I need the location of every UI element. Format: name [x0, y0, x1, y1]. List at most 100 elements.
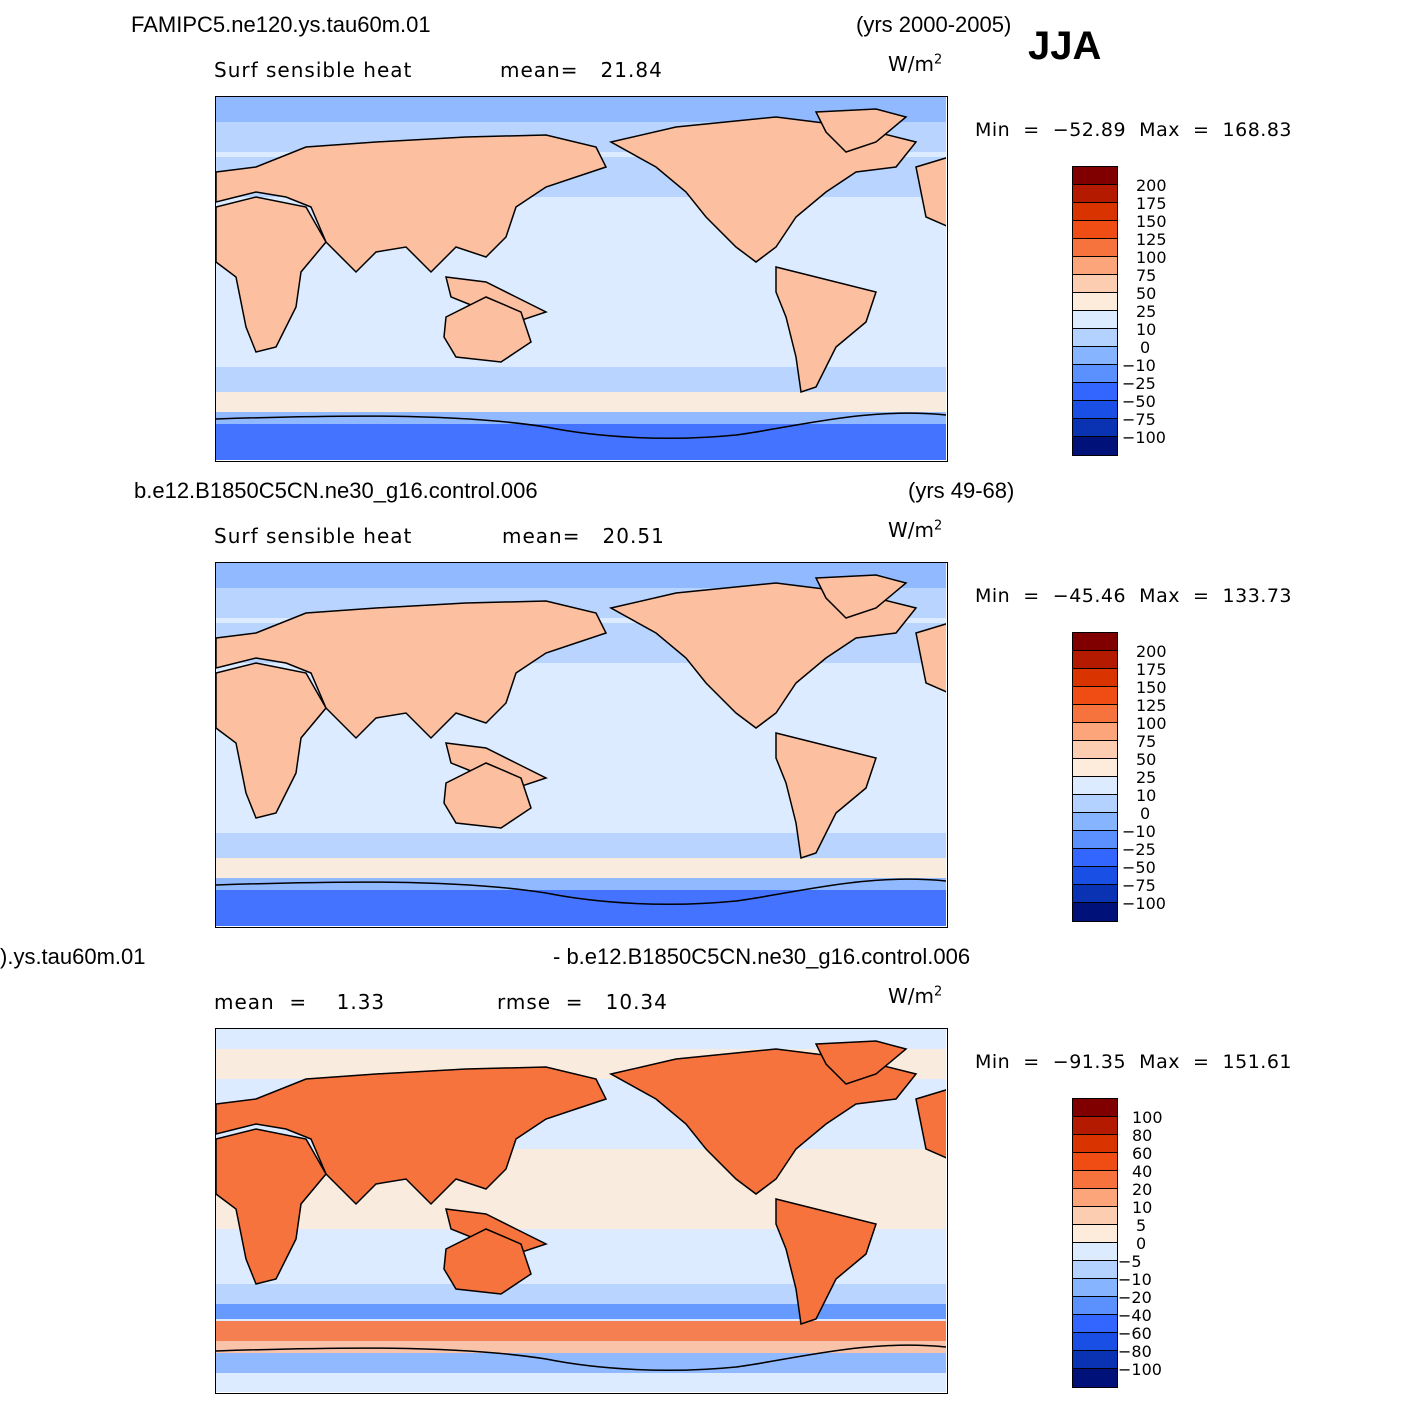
colorbar-tick-label: −50	[1122, 858, 1156, 877]
continent	[445, 1208, 548, 1255]
colorbar-swatch	[1073, 1351, 1117, 1369]
colorbar-tick-label: −75	[1122, 410, 1156, 429]
colorbar-tick-label: 25	[1136, 768, 1157, 787]
colorbar-tick-label: 80	[1132, 1126, 1153, 1145]
colorbar-tick-label: 100	[1136, 248, 1167, 267]
colorbar-swatch	[1073, 293, 1117, 311]
panel3-map	[215, 1028, 948, 1394]
continent	[216, 662, 327, 819]
panel2-colorbar	[1072, 632, 1118, 922]
panel2-variable-label: Surf sensible heat	[214, 524, 413, 548]
colorbar-swatch	[1073, 1333, 1117, 1351]
colorbar-tick-label: 150	[1136, 212, 1167, 231]
continent	[775, 266, 877, 393]
colorbar-swatch	[1073, 669, 1117, 687]
colorbar-swatch	[1073, 401, 1117, 419]
continent	[216, 134, 608, 274]
colorbar-swatch	[1073, 329, 1117, 347]
panel2-title-left: b.e12.B1850C5CN.ne30_g16.control.006	[134, 478, 538, 503]
colorbar-tick-label: 20	[1132, 1180, 1153, 1199]
colorbar-swatch	[1073, 365, 1117, 383]
colorbar-swatch	[1073, 741, 1117, 759]
colorbar-swatch	[1073, 221, 1117, 239]
colorbar-tick-label: −20	[1118, 1288, 1152, 1307]
colorbar-swatch	[1073, 831, 1117, 849]
colorbar-tick-label: −100	[1118, 1360, 1162, 1379]
colorbar-swatch	[1073, 1369, 1117, 1387]
continent	[814, 108, 908, 153]
colorbar-swatch	[1073, 651, 1117, 669]
panel2-title-right: (yrs 49-68)	[908, 478, 1015, 503]
colorbar-swatch	[1073, 813, 1117, 831]
continent	[608, 582, 918, 729]
colorbar-swatch	[1073, 1315, 1117, 1333]
colorbar-tick-label: −25	[1122, 840, 1156, 859]
colorbar-tick-label: 75	[1136, 266, 1157, 285]
continent	[216, 196, 327, 353]
colorbar-swatch	[1073, 1099, 1117, 1117]
colorbar-tick-label: 125	[1136, 696, 1167, 715]
colorbar-tick-label: 75	[1136, 732, 1157, 751]
continent	[775, 1198, 877, 1325]
panel1-map	[215, 96, 948, 462]
colorbar-tick-label: −40	[1118, 1306, 1152, 1325]
colorbar-swatch	[1073, 383, 1117, 401]
continent	[915, 623, 946, 693]
colorbar-swatch	[1073, 705, 1117, 723]
colorbar-tick-label: 0	[1140, 338, 1151, 357]
panel2-mean-label: mean= 20.51	[502, 524, 665, 548]
map-canvas	[216, 97, 946, 460]
map-canvas	[216, 563, 946, 926]
colorbar-tick-label: −5	[1118, 1252, 1142, 1271]
colorbar-tick-label: −50	[1122, 392, 1156, 411]
colorbar-swatch	[1073, 1225, 1117, 1243]
panel1-units: W/m2	[888, 52, 943, 76]
colorbar-swatch	[1073, 777, 1117, 795]
colorbar-swatch	[1073, 185, 1117, 203]
colorbar-swatch	[1073, 1279, 1117, 1297]
colorbar-tick-label: 10	[1132, 1198, 1153, 1217]
colorbar-swatch	[1073, 1207, 1117, 1225]
colorbar-swatch	[1073, 633, 1117, 651]
colorbar-tick-label: −60	[1118, 1324, 1152, 1343]
colorbar-swatch	[1073, 795, 1117, 813]
colorbar-swatch	[1073, 1153, 1117, 1171]
continent	[216, 1128, 327, 1285]
continent	[608, 1048, 918, 1195]
colorbar-tick-label: −10	[1118, 1270, 1152, 1289]
colorbar-swatch	[1073, 203, 1117, 221]
panel2-units: W/m2	[888, 518, 943, 542]
colorbar-swatch	[1073, 1261, 1117, 1279]
continent	[216, 1066, 608, 1206]
continent	[443, 762, 532, 829]
panel1-mean-label: mean= 21.84	[500, 58, 663, 82]
map-canvas	[216, 1029, 946, 1392]
panel3-colorbar	[1072, 1098, 1118, 1388]
continent	[915, 1089, 946, 1159]
panel1-colorbar	[1072, 166, 1118, 456]
colorbar-tick-label: −10	[1122, 822, 1156, 841]
panel3-mean-label: mean = 1.33	[214, 990, 386, 1014]
season-label: JJA	[1028, 24, 1102, 68]
colorbar-tick-label: −75	[1122, 876, 1156, 895]
colorbar-swatch	[1073, 723, 1117, 741]
colorbar-tick-label: 40	[1132, 1162, 1153, 1181]
continent	[443, 1228, 532, 1295]
colorbar-tick-label: 60	[1132, 1144, 1153, 1163]
panel1-minmax: Min = −52.89 Max = 168.83	[975, 119, 1293, 141]
colorbar-tick-label: 50	[1136, 284, 1157, 303]
panel2-map	[215, 562, 948, 928]
colorbar-tick-label: 25	[1136, 302, 1157, 321]
colorbar-swatch	[1073, 849, 1117, 867]
colorbar-swatch	[1073, 437, 1117, 455]
continent	[915, 157, 946, 227]
continent	[608, 116, 918, 263]
panel1-title-right: (yrs 2000-2005)	[856, 12, 1012, 37]
colorbar-swatch	[1073, 1243, 1117, 1261]
colorbar-swatch	[1073, 903, 1117, 921]
colorbar-swatch	[1073, 239, 1117, 257]
colorbar-swatch	[1073, 419, 1117, 437]
colorbar-tick-label: 10	[1136, 320, 1157, 339]
colorbar-swatch	[1073, 759, 1117, 777]
colorbar-swatch	[1073, 257, 1117, 275]
